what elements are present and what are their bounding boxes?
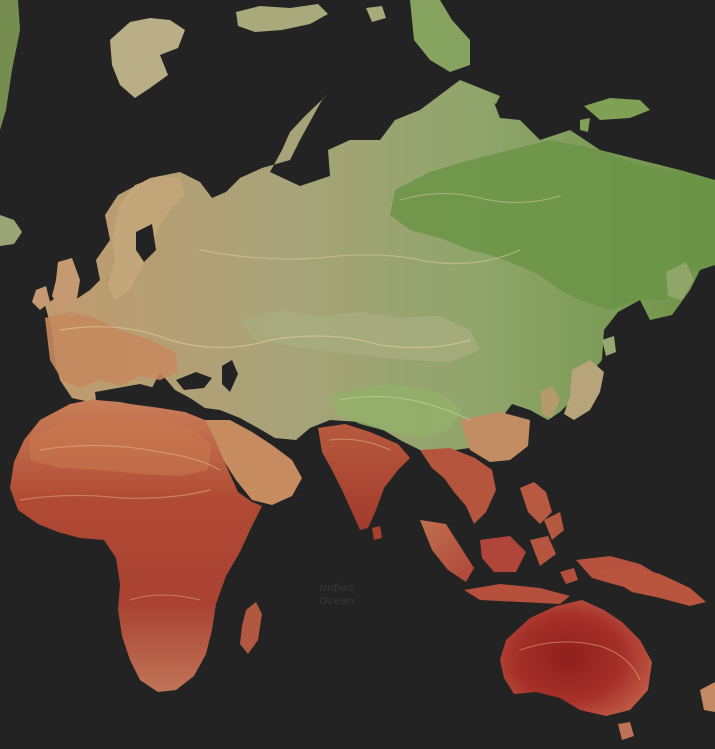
british-isles: [32, 258, 80, 312]
isotherm-contours: [19, 193, 641, 681]
mongolia-steppe: [240, 310, 480, 362]
new-guinea: [600, 566, 706, 606]
ocean-label-line2: Ocean: [320, 596, 355, 607]
tasmania: [618, 722, 634, 740]
sri-lanka: [372, 526, 382, 540]
australia: [500, 600, 652, 716]
china-south: [460, 412, 530, 462]
india: [318, 424, 410, 530]
arabian-peninsula: [205, 420, 302, 505]
korea: [540, 386, 560, 418]
new-zealand-edge: [700, 682, 715, 712]
tibetan-plateau: [330, 384, 462, 438]
ocean-label-line1: Indian: [320, 583, 354, 594]
inland-seas: [95, 224, 238, 402]
southeast-asia: [420, 448, 496, 524]
japan: [564, 262, 694, 420]
madagascar: [240, 602, 262, 654]
siberia-cold-zone: [390, 140, 715, 310]
europe-south: [45, 312, 178, 388]
